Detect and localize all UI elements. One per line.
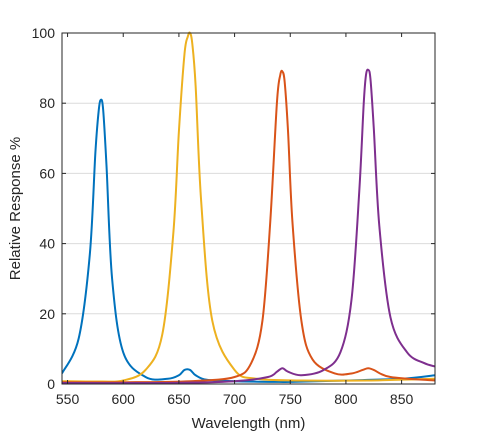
y-tick-label: 0: [47, 376, 55, 392]
series-line-1: [62, 98, 435, 384]
y-tick-label: 80: [39, 95, 55, 111]
x-tick-label: 850: [390, 391, 414, 407]
x-tick-label: 750: [279, 391, 303, 407]
x-axis-label: Wavelength (nm): [192, 415, 306, 432]
series-line-3: [62, 69, 435, 384]
x-tick-label: 650: [167, 391, 191, 407]
y-tick-label: 100: [32, 25, 56, 41]
x-tick-label: 550: [56, 391, 80, 407]
y-tick-label: 40: [39, 236, 55, 252]
ticks: 550 600 650 700 750 800 850 0 20 40 60 80 100: [32, 25, 435, 407]
x-tick-label: 800: [334, 391, 358, 407]
y-tick-label: 20: [39, 306, 55, 322]
x-tick-label: 600: [112, 391, 136, 407]
y-tick-label: 60: [39, 165, 55, 181]
plot-frame: [61, 32, 436, 385]
series-line-4: [62, 68, 435, 384]
y-axis-label: Relative Response %: [7, 137, 24, 280]
gridlines: [62, 102, 435, 315]
x-tick-label: 700: [223, 391, 247, 407]
series-layer: [62, 31, 435, 384]
